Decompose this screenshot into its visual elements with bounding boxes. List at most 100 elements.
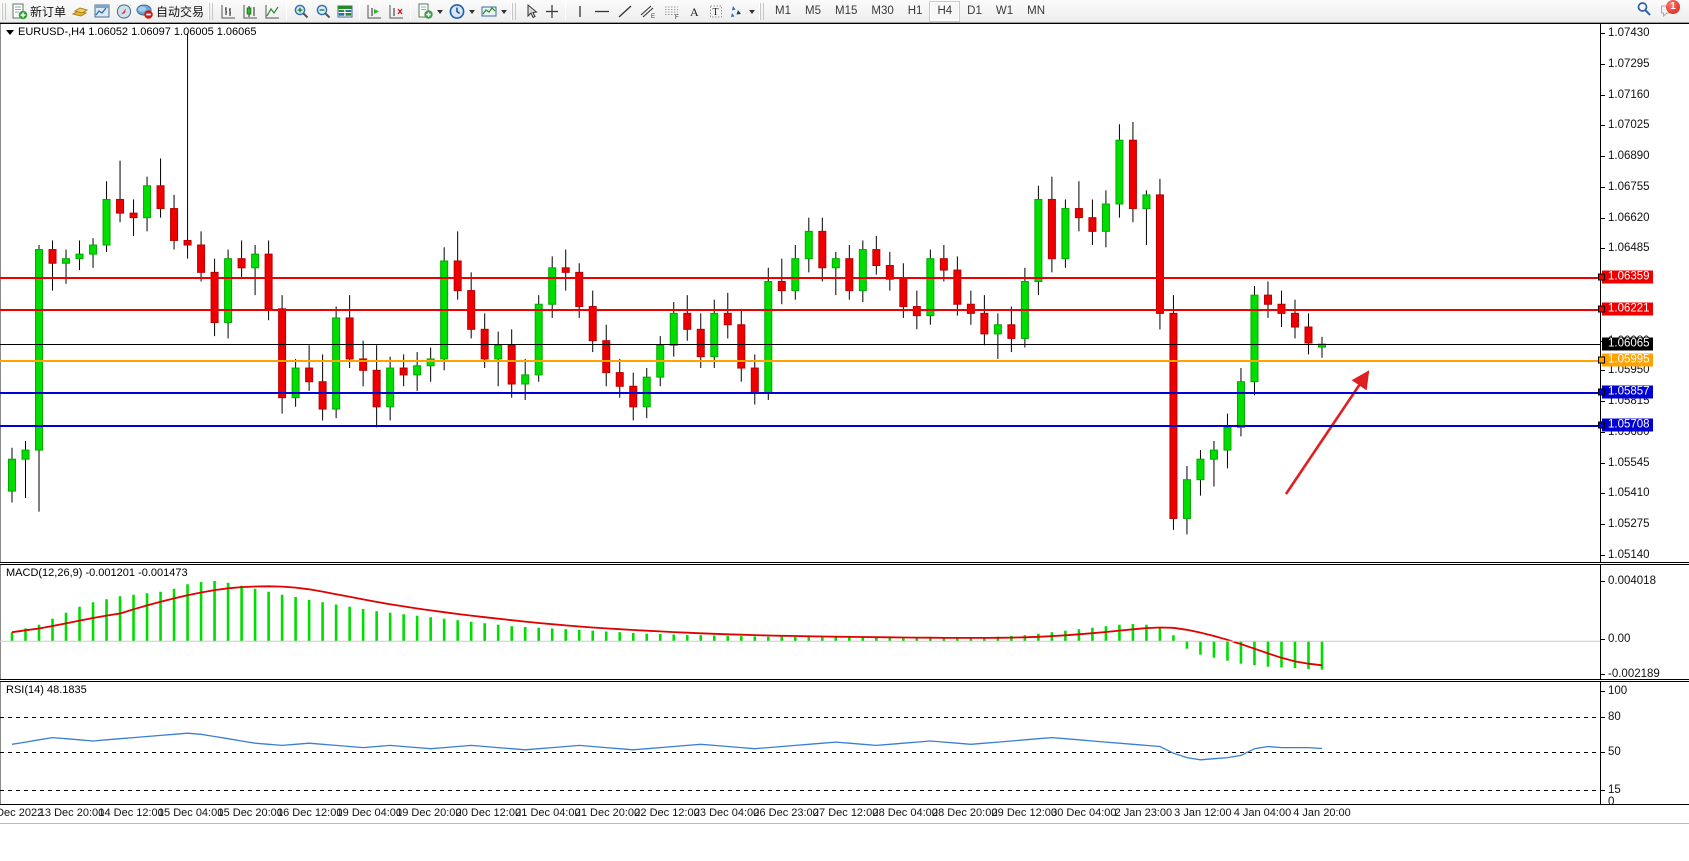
timeframe-h4[interactable]: H4 [929,0,961,22]
vertical-line-button[interactable] [569,1,590,22]
data-window-button[interactable] [334,1,356,22]
shapes-button[interactable] [726,1,748,22]
level-line-support[interactable] [0,425,1600,428]
time-axis-label: 21 Dec 20:00 [574,807,641,819]
price-tick [1600,125,1605,127]
level-line-support[interactable] [0,391,1600,394]
line-chart-button[interactable] [261,1,283,22]
shapes-icon [731,5,742,17]
cursor-arrow-icon [527,3,538,18]
price-tick [1600,63,1605,65]
rsi-tick-label-100: 100 [1608,685,1628,697]
time-axis-label: 15 Dec 04:00 [157,807,224,819]
level-label-support[interactable]: 1.05857 [1598,385,1653,399]
chart-menu-caret-icon[interactable] [6,29,14,35]
price-pane-left-rule [0,24,2,562]
templates-dropdown-caret[interactable] [437,10,444,14]
zoom-out-button[interactable] [312,1,334,22]
market-watch-button[interactable] [91,1,113,22]
period-dropdown-caret[interactable] [469,10,476,14]
timeframe-m5[interactable]: M5 [805,5,821,17]
indicators-dropdown-caret[interactable] [501,10,508,14]
crosshair-tool-button[interactable] [541,1,562,22]
chart-area[interactable]: EURUSD-,H4 1.06052 1.06097 1.06005 1.060… [0,23,1689,861]
price-axis[interactable]: 1.07430 1.07295 1.07160 1.07025 1.06890 1.067… [1598,24,1689,562]
notifications-button[interactable]: 1 [1659,0,1680,20]
horizontal-line-icon [595,10,610,12]
cursor-tool-button[interactable] [520,1,541,22]
text-icon: A [690,5,699,19]
period-button[interactable] [446,1,468,22]
text-label-button[interactable]: T [705,1,726,22]
toolbar-grip-3[interactable] [511,2,519,20]
price-tick-label: 1.06485 [1608,242,1650,255]
rsi-pane[interactable]: RSI(14) 48.1835 100 80 50 15 0 [0,681,1689,805]
level-handle[interactable] [1598,273,1605,281]
text-tool-button[interactable]: A [684,1,705,22]
price-tick-label: 1.07160 [1608,88,1650,101]
level-handle[interactable] [1598,421,1605,429]
new-order-button[interactable]: 新订单 [10,1,69,22]
toolbar-grip-2[interactable] [208,2,216,20]
level-line-resistance[interactable] [0,308,1600,311]
rsi-label: RSI(14) 48.1835 [6,684,87,696]
level-handle[interactable] [1598,356,1605,364]
candlestick-chart-button[interactable] [239,1,261,22]
new-order-label: 新订单 [30,4,67,19]
zoom-in-button[interactable] [290,1,312,22]
price-pane[interactable]: EURUSD-,H4 1.06052 1.06097 1.06005 1.060… [0,23,1689,563]
time-axis-label: 3 Jan 12:00 [1174,807,1232,819]
level-label-pivot[interactable]: 1.05995 [1598,353,1653,367]
level-line-current-price[interactable] [0,344,1600,346]
timeframe-w1[interactable]: W1 [995,5,1014,17]
navigator-button[interactable] [113,1,135,22]
timeframe-m30[interactable]: M30 [871,5,894,17]
time-axis-label: 4 Jan 20:00 [1293,807,1351,819]
timeframe-m1[interactable]: M1 [775,5,792,17]
horizontal-line-button[interactable] [590,1,614,22]
bar-chart-button[interactable] [217,1,239,22]
toolbar-grip[interactable] [1,2,8,20]
time-axis-label: 13 Dec 2022 [0,807,44,819]
level-label-resistance[interactable]: 1.06221 [1598,302,1653,316]
macd-axis[interactable]: 0.004018 0.00 -0.002189 [1600,565,1689,679]
trendline-icon [618,5,632,17]
level-label-support[interactable]: 1.05708 [1598,418,1653,432]
gold-bars-icon [71,6,89,17]
auto-scroll-button[interactable] [385,1,407,22]
auto-trading-button[interactable]: 自动交易 [135,1,207,22]
templates-button[interactable] [414,1,436,22]
toolbar-grip-4[interactable] [759,2,767,20]
level-line-resistance[interactable] [0,277,1600,280]
macd-pane-left-rule [0,565,2,679]
shift-end-button[interactable] [363,1,385,22]
time-axis-label: 28 Dec 04:00 [872,807,938,819]
level-line-pivot[interactable] [0,360,1600,363]
level-label-resistance[interactable]: 1.06359 [1598,270,1653,284]
time-axis-label: 22 Dec 12:00 [634,807,700,819]
level-handle[interactable] [1598,388,1605,396]
rsi-axis[interactable]: 100 80 50 15 0 [1600,682,1689,804]
price-tick [1600,524,1605,526]
timeframe-d1[interactable]: D1 [967,5,982,17]
macd-tick-label-min: -0.002189 [1608,668,1660,680]
time-axis-label: 23 Dec 04:00 [693,807,760,819]
shapes-dropdown-caret[interactable] [749,10,756,14]
search-button[interactable] [1635,0,1653,23]
charts-button[interactable] [69,1,91,22]
indicators-button[interactable] [478,1,500,22]
up-trend-arrow-icon[interactable] [1278,369,1398,499]
level-label-current-price[interactable]: 1.06065 [1602,337,1653,351]
fibonacci-button[interactable]: F [660,1,684,22]
macd-pane[interactable]: MACD(12,26,9) -0.001201 -0.001473 0.0040… [0,564,1689,680]
time-axis-label: 26 Dec 23:00 [753,807,819,819]
timeframe-mn[interactable]: MN [1027,5,1045,17]
equidistant-channel-button[interactable]: E [636,1,660,22]
timeframe-m15[interactable]: M15 [835,5,858,17]
time-axis-label: 29 Dec 12:00 [991,807,1057,819]
level-handle[interactable] [1598,305,1605,313]
trendline-button[interactable] [614,1,636,22]
bar-chart-icon [221,4,236,18]
timeframe-h1[interactable]: H1 [907,5,923,17]
